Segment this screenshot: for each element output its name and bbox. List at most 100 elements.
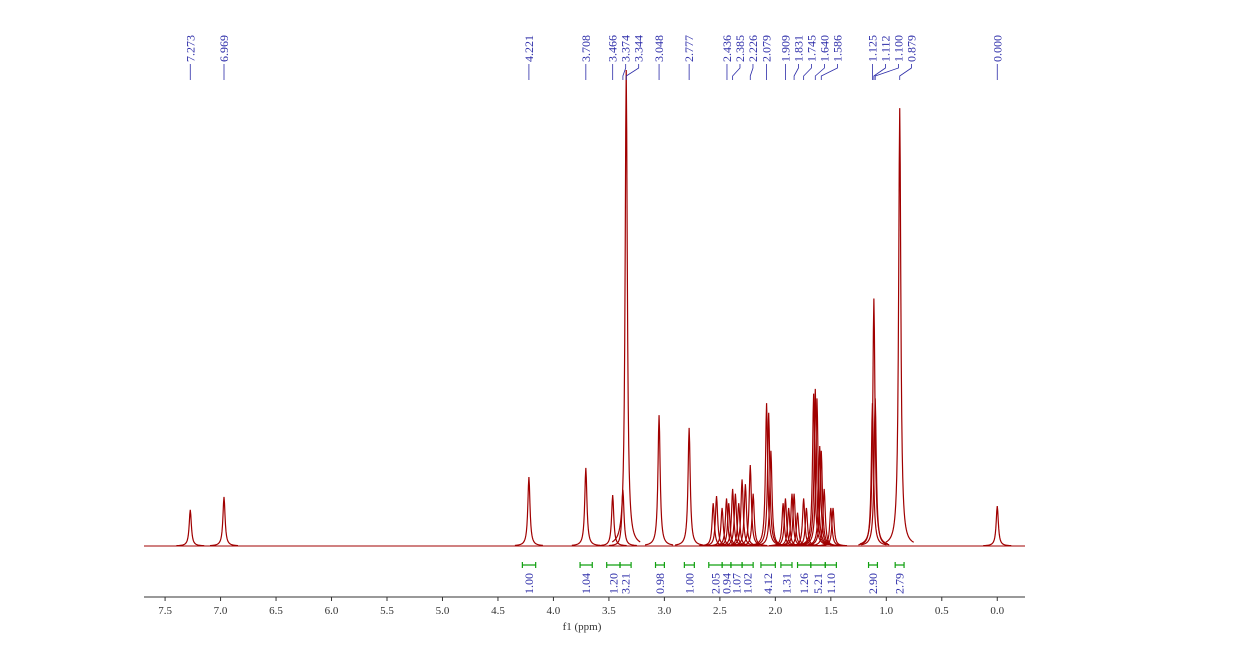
- peak-label: 6.969: [217, 35, 231, 62]
- peak-label: 2.079: [760, 35, 774, 62]
- integral: [730, 562, 743, 568]
- peak: [752, 403, 781, 546]
- peak: [739, 493, 768, 547]
- integral-label: 1.00: [522, 573, 536, 594]
- x-tick-label: 3.0: [658, 605, 672, 617]
- peak-leader: [873, 64, 886, 80]
- peak: [675, 427, 704, 546]
- x-tick-label: 4.5: [491, 605, 505, 617]
- peak-leader: [625, 64, 640, 80]
- peak: [819, 507, 848, 547]
- x-tick-label: 1.0: [879, 605, 893, 617]
- peak-label: 2.226: [746, 35, 760, 62]
- peak: [514, 476, 543, 547]
- peak-leader: [793, 64, 799, 80]
- peak-label: 0.879: [904, 35, 918, 62]
- x-tick-label: 0.0: [990, 605, 1004, 617]
- peak-label: 7.273: [183, 35, 197, 62]
- x-tick-label: 6.0: [325, 605, 339, 617]
- peak-label: 3.344: [632, 35, 646, 62]
- integral-label: 1.02: [741, 573, 755, 594]
- peak: [611, 69, 641, 543]
- peak-label: 2.385: [733, 35, 747, 62]
- peak-label: 1.909: [778, 35, 792, 62]
- x-tick-label: 1.5: [824, 605, 838, 617]
- integral: [619, 562, 632, 568]
- x-axis-label: f1 (ppm): [563, 621, 602, 633]
- peak: [885, 108, 915, 543]
- integral-label: 2.05: [708, 573, 722, 594]
- peak: [983, 505, 1012, 547]
- integral: [780, 562, 793, 568]
- peak: [861, 398, 890, 546]
- integral: [894, 562, 905, 568]
- integral: [606, 562, 621, 568]
- peak-leader: [814, 64, 825, 80]
- peak-leader: [622, 64, 627, 80]
- integral-label: 0.98: [653, 573, 667, 594]
- x-tick-label: 7.5: [158, 605, 172, 617]
- peak-leader: [820, 64, 838, 80]
- peak-label: 1.831: [791, 35, 805, 62]
- integral-label: 1.04: [579, 573, 593, 594]
- integral-label: 1.31: [779, 573, 793, 594]
- x-tick-label: 2.5: [713, 605, 727, 617]
- integral: [810, 562, 826, 568]
- integral-label: 4.12: [761, 573, 775, 594]
- integral: [521, 562, 537, 568]
- integral: [760, 562, 776, 568]
- peak-label: 3.374: [619, 35, 633, 62]
- peak-label: 1.125: [865, 35, 879, 62]
- x-tick-label: 6.5: [269, 605, 283, 617]
- peak: [756, 450, 785, 546]
- integral-label: 2.90: [866, 573, 880, 594]
- peak-label: 1.112: [878, 35, 892, 62]
- peak: [816, 507, 845, 547]
- peak-label: 4.221: [522, 35, 536, 62]
- integral-label: 1.00: [682, 573, 696, 594]
- peak-leader: [803, 64, 812, 80]
- x-tick-label: 5.0: [436, 605, 450, 617]
- peak-leader: [874, 64, 899, 80]
- integral-label: 5.21: [811, 573, 825, 594]
- peak: [859, 298, 889, 545]
- peak-label: 3.048: [652, 35, 666, 62]
- integral-label: 2.79: [893, 573, 907, 594]
- integral-label: 3.21: [619, 573, 633, 594]
- integral-label: 1.07: [730, 573, 744, 594]
- peak: [728, 479, 757, 547]
- integral-label: 1.20: [606, 573, 620, 594]
- peak: [644, 415, 674, 546]
- integral-label: 0.94: [720, 573, 734, 594]
- integral: [654, 562, 665, 568]
- peak-label: 0.000: [990, 35, 1004, 62]
- peak-label: 2.436: [720, 35, 734, 62]
- peak-label: 3.466: [606, 35, 620, 62]
- x-tick-label: 7.0: [214, 605, 228, 617]
- integral-label: 1.10: [824, 573, 838, 594]
- integral: [683, 562, 695, 568]
- x-tick-label: 2.0: [768, 605, 782, 617]
- peak-label: 3.708: [579, 35, 593, 62]
- integral: [708, 562, 723, 568]
- x-tick-label: 4.0: [547, 605, 561, 617]
- integral: [721, 562, 732, 568]
- peak-leader: [899, 64, 912, 80]
- peak: [176, 509, 205, 547]
- peak-label: 2.777: [682, 35, 696, 62]
- peak: [209, 496, 239, 547]
- peak-label: 1.640: [817, 35, 831, 62]
- peak: [598, 495, 627, 547]
- peak: [810, 488, 839, 547]
- x-tick-label: 5.5: [380, 605, 394, 617]
- peak: [799, 393, 828, 546]
- integral-label: 1.26: [797, 573, 811, 594]
- integral: [867, 562, 879, 568]
- x-tick-label: 0.5: [935, 605, 949, 617]
- peak-label: 1.100: [891, 35, 905, 62]
- integral: [796, 562, 812, 568]
- integral: [579, 562, 593, 568]
- peak-leader: [732, 64, 741, 80]
- peak-leader: [749, 64, 754, 80]
